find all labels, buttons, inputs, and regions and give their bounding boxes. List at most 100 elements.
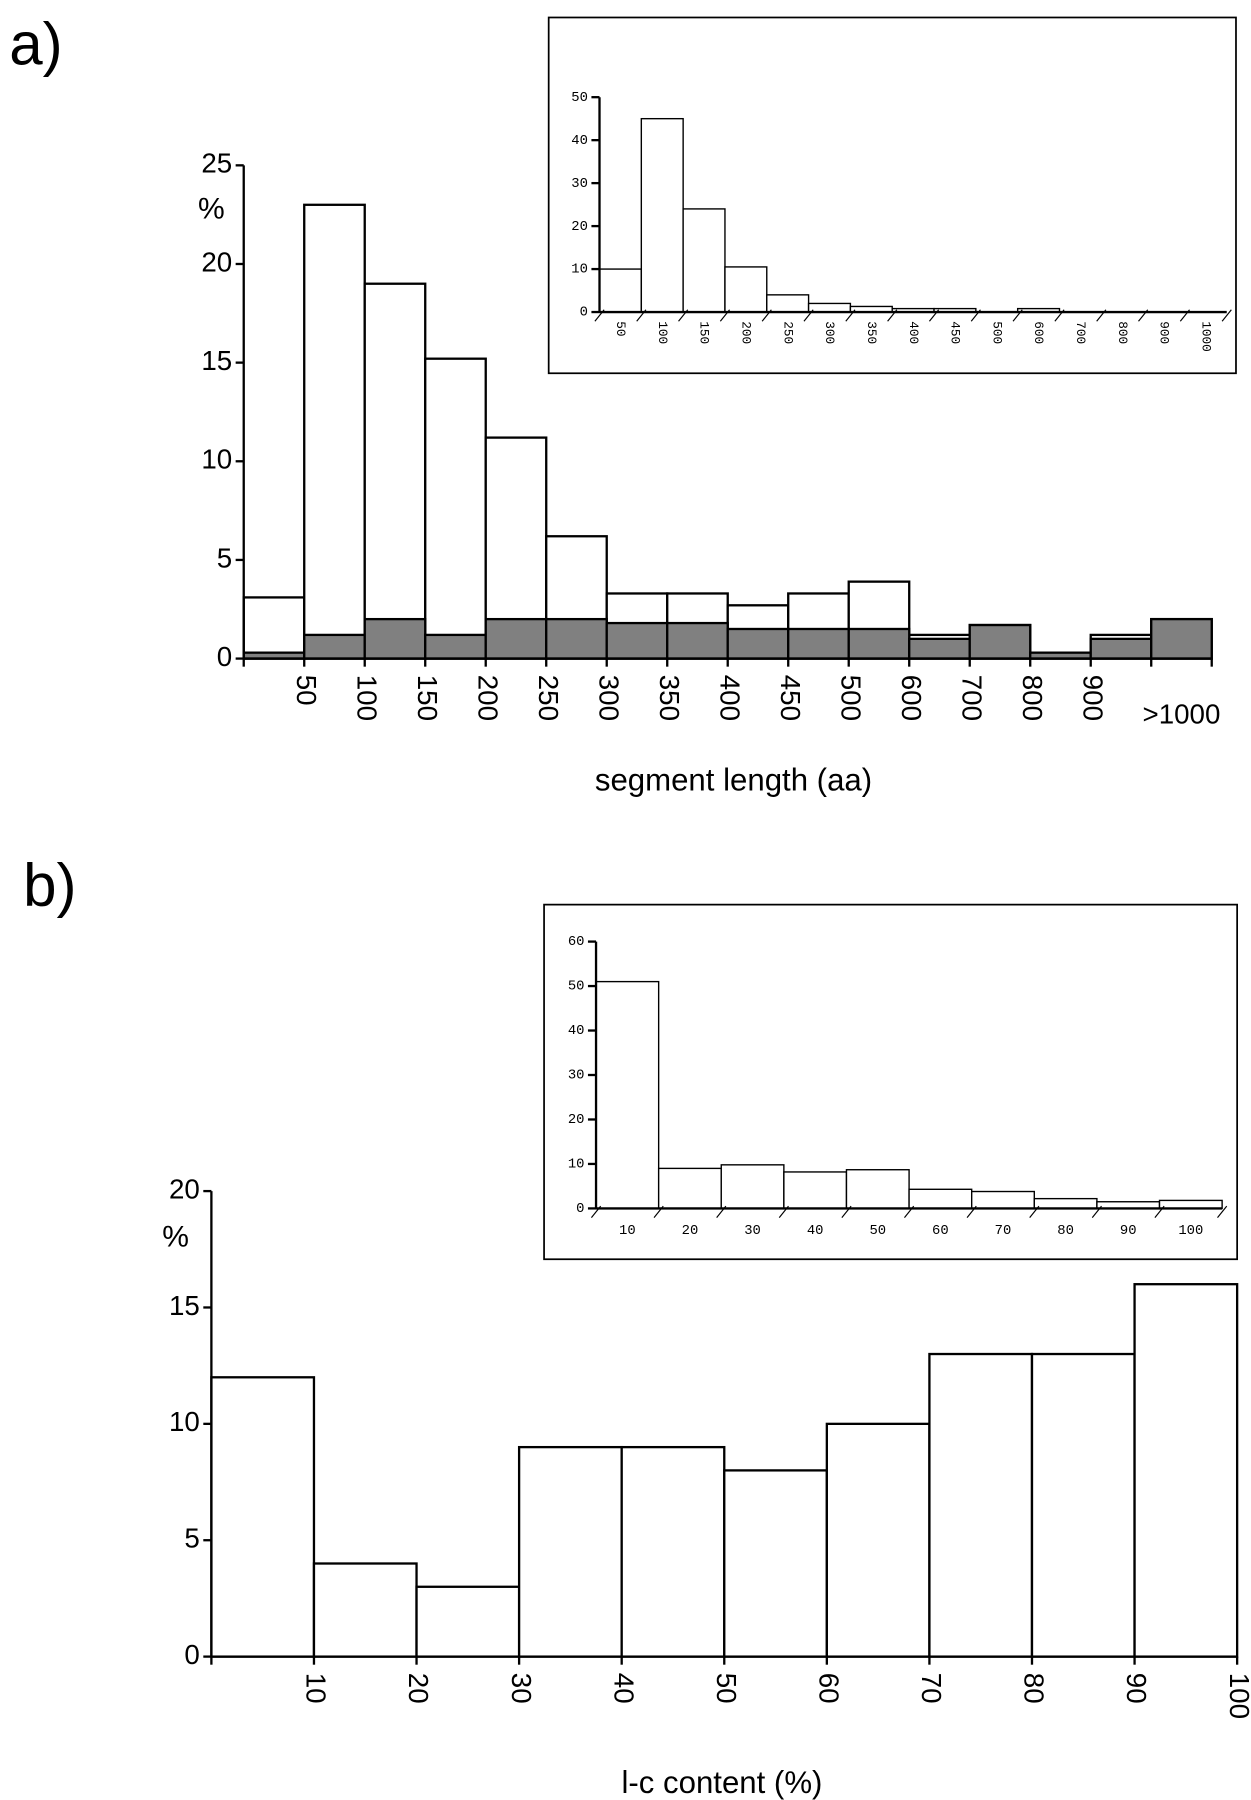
bar xyxy=(1150,617,1213,660)
x-tick xyxy=(887,309,898,322)
x-tick-label: 40 xyxy=(608,1673,639,1704)
x-tick-label: 30 xyxy=(506,1673,537,1704)
x-tick xyxy=(590,1205,602,1219)
x-tick xyxy=(719,309,731,322)
x-tick-label: 50 xyxy=(291,675,322,706)
bar xyxy=(620,1445,726,1658)
bar xyxy=(517,1445,623,1658)
bar xyxy=(210,1376,316,1658)
bar xyxy=(598,268,643,313)
x-tick xyxy=(716,1205,727,1219)
x-tick xyxy=(761,309,772,322)
x-tick-label: 700 xyxy=(956,675,987,721)
x-tick xyxy=(966,1205,977,1219)
bar xyxy=(640,117,684,313)
x-tick-label: >1000 xyxy=(1143,699,1221,730)
x-tick-label: 60 xyxy=(932,1223,949,1239)
x-tick-label: 100 xyxy=(655,321,670,344)
x-axis-label: segment length (aa) xyxy=(595,762,872,797)
y-tick-label: 30 xyxy=(568,1068,585,1084)
y-tick-label: 0 xyxy=(184,1639,199,1670)
x-tick-label: 50 xyxy=(613,321,628,336)
bar xyxy=(303,203,366,660)
bar xyxy=(908,1188,973,1210)
bar xyxy=(766,294,810,313)
y-tick-label: 10 xyxy=(201,444,232,475)
bar xyxy=(968,623,1032,660)
x-tick-label: 20 xyxy=(403,1673,434,1704)
bar xyxy=(1089,637,1153,660)
x-tick-label: 200 xyxy=(472,675,503,721)
panel-label: b) xyxy=(23,851,76,918)
bar xyxy=(657,1167,722,1210)
y-tick-label: 0 xyxy=(580,305,588,321)
x-tick xyxy=(970,309,981,322)
bar xyxy=(363,617,427,660)
x-tick-label: 60 xyxy=(814,1673,845,1704)
y-tick-label: 60 xyxy=(568,934,585,950)
bar xyxy=(724,266,768,313)
bar xyxy=(787,627,850,660)
bar xyxy=(847,627,911,660)
x-tick xyxy=(1217,1205,1228,1219)
x-tick-label: 450 xyxy=(948,321,963,344)
x-tick-label: 450 xyxy=(775,675,806,721)
y-tick-label: 20 xyxy=(201,246,232,277)
x-tick-label: 300 xyxy=(822,321,837,344)
x-tick xyxy=(904,1205,915,1219)
bar xyxy=(312,1562,418,1658)
bar xyxy=(1133,1283,1239,1658)
x-tick-label: 1000 xyxy=(1198,321,1213,351)
x-tick-label: 900 xyxy=(1157,321,1172,344)
x-tick xyxy=(594,309,605,322)
x-tick-label: 800 xyxy=(1115,321,1130,344)
y-tick-label: 20 xyxy=(568,1112,585,1128)
y-tick-label: 20 xyxy=(169,1173,200,1204)
bar xyxy=(1158,1199,1223,1210)
y-tick-label: 10 xyxy=(571,262,588,278)
x-tick xyxy=(928,309,940,322)
x-tick-label: 100 xyxy=(1178,1223,1203,1239)
x-axis-label: l-c content (%) xyxy=(621,1765,822,1800)
bar xyxy=(303,633,366,660)
bar xyxy=(424,633,487,660)
y-tick-label: 50 xyxy=(568,979,585,995)
x-tick-label: 600 xyxy=(896,675,927,721)
y-tick-label: 20 xyxy=(571,219,588,235)
y-tick-label: 25 xyxy=(201,148,232,179)
bar xyxy=(682,208,726,313)
x-tick xyxy=(1179,309,1190,322)
bar xyxy=(720,1164,785,1210)
x-tick xyxy=(778,1205,789,1219)
x-tick xyxy=(653,1205,664,1219)
x-tick xyxy=(678,309,689,322)
x-tick-label: 40 xyxy=(807,1223,824,1239)
x-tick-label: 50 xyxy=(869,1223,886,1239)
bar xyxy=(723,1469,828,1658)
x-tick-label: 70 xyxy=(995,1223,1012,1239)
x-tick xyxy=(1029,1205,1040,1219)
bar xyxy=(595,980,660,1210)
x-tick-label: 70 xyxy=(916,1673,947,1704)
x-tick-label: 400 xyxy=(714,675,745,721)
x-tick xyxy=(1154,1205,1165,1219)
x-tick-label: 350 xyxy=(654,675,685,721)
y-tick-label: 5 xyxy=(217,542,232,573)
x-tick xyxy=(1091,1205,1102,1219)
x-tick xyxy=(1138,309,1149,322)
y-axis-label: % xyxy=(198,192,225,225)
bar xyxy=(605,621,669,660)
x-tick-label: 100 xyxy=(1224,1673,1251,1719)
x-tick-label: 30 xyxy=(744,1223,761,1239)
bar xyxy=(726,627,790,660)
bar xyxy=(1030,1352,1136,1658)
y-tick-label: 5 xyxy=(184,1523,199,1554)
x-tick xyxy=(1221,309,1232,322)
x-tick-label: 90 xyxy=(1120,1223,1137,1239)
x-tick-label: 100 xyxy=(351,675,382,721)
x-tick xyxy=(803,309,814,322)
y-tick-label: 30 xyxy=(571,176,588,192)
x-tick-label: 500 xyxy=(989,321,1004,344)
x-tick-label: 900 xyxy=(1077,675,1108,721)
x-tick xyxy=(845,309,856,322)
